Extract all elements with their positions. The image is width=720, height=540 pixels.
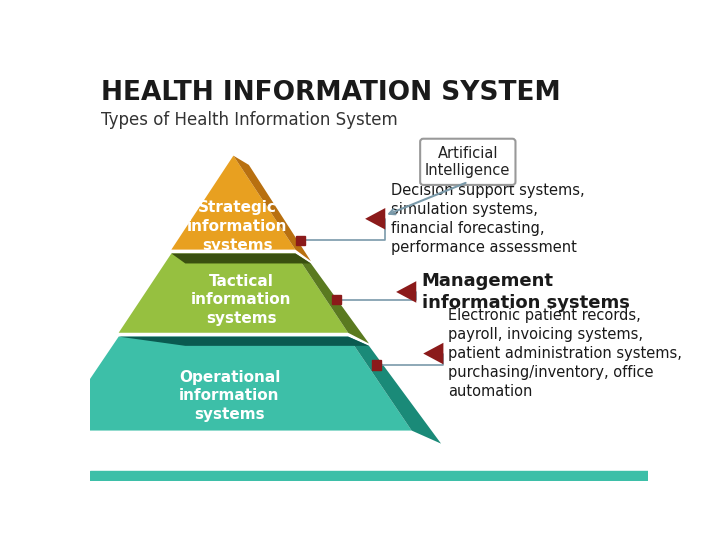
Bar bbox=[90, 471, 648, 481]
Text: HEALTH INFORMATION SYSTEM: HEALTH INFORMATION SYSTEM bbox=[101, 79, 560, 105]
Bar bbox=[332, 295, 341, 304]
Text: Operational
information
systems: Operational information systems bbox=[179, 370, 280, 422]
Polygon shape bbox=[233, 156, 311, 261]
FancyBboxPatch shape bbox=[420, 139, 516, 185]
Polygon shape bbox=[396, 281, 416, 303]
Polygon shape bbox=[295, 253, 369, 343]
Polygon shape bbox=[171, 253, 311, 264]
Text: Management
information systems: Management information systems bbox=[422, 272, 629, 313]
Text: Electronic patient records,
payroll, invoicing systems,
patient administration s: Electronic patient records, payroll, inv… bbox=[448, 308, 682, 400]
Polygon shape bbox=[55, 336, 412, 430]
Polygon shape bbox=[348, 336, 441, 444]
Bar bbox=[372, 361, 382, 370]
Text: Types of Health Information System: Types of Health Information System bbox=[101, 111, 397, 129]
Text: Decision support systems,
simulation systems,
financial forecasting,
performance: Decision support systems, simulation sys… bbox=[391, 183, 585, 255]
Text: Tactical
information
systems: Tactical information systems bbox=[191, 274, 292, 326]
Text: Strategic
information
systems: Strategic information systems bbox=[187, 200, 287, 253]
Polygon shape bbox=[119, 253, 348, 333]
Text: Artificial
Intelligence: Artificial Intelligence bbox=[425, 146, 510, 178]
Polygon shape bbox=[171, 156, 295, 249]
Polygon shape bbox=[423, 343, 444, 364]
Bar bbox=[296, 236, 305, 245]
Polygon shape bbox=[119, 336, 369, 346]
Polygon shape bbox=[365, 208, 385, 230]
